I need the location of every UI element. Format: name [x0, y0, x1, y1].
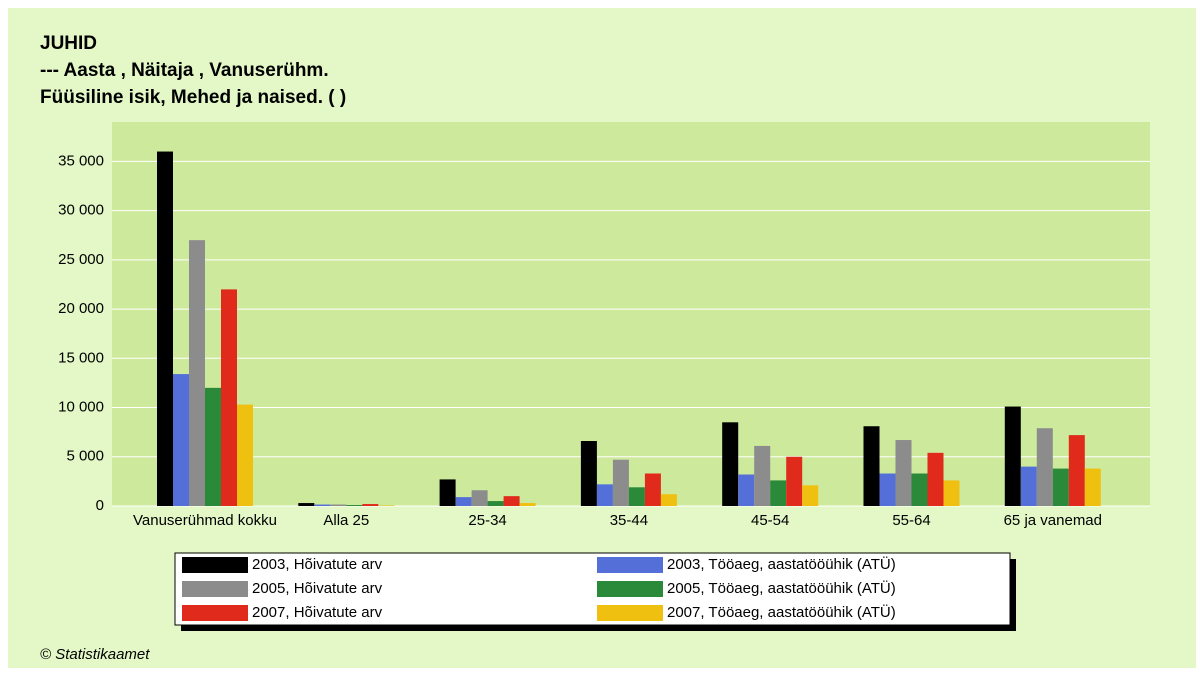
- bar: [895, 440, 912, 506]
- bar: [157, 151, 173, 507]
- x-tick-label: 55-64: [892, 512, 930, 529]
- x-tick-label: 25-34: [468, 512, 506, 529]
- bar: [237, 404, 253, 506]
- bar: [580, 441, 597, 506]
- y-tick-label: 15 000: [58, 349, 104, 366]
- bar: [1004, 406, 1021, 506]
- bar: [503, 496, 520, 506]
- bar: [786, 456, 803, 506]
- bar: [455, 497, 472, 506]
- bar: [221, 289, 237, 506]
- bar: [802, 485, 819, 506]
- bar: [1020, 466, 1037, 506]
- bar: [439, 479, 456, 506]
- bar: [911, 473, 928, 506]
- legend-swatch: [182, 557, 248, 573]
- bar: [314, 504, 331, 506]
- bar: [738, 474, 755, 506]
- legend-label: 2003, Hõivatute arv: [252, 556, 383, 573]
- bar: [471, 490, 488, 506]
- x-tick-label: 65 ja vanemad: [1004, 512, 1102, 529]
- legend-label: 2005, Tööaeg, aastatööühik (ATÜ): [667, 579, 896, 597]
- y-tick-label: 20 000: [58, 300, 104, 317]
- plot-area: [112, 122, 1150, 506]
- legend-label: 2003, Tööaeg, aastatööühik (ATÜ): [667, 555, 896, 573]
- bar: [298, 503, 315, 506]
- legend-swatch: [597, 581, 663, 597]
- bar: [1068, 435, 1085, 506]
- bar: [612, 459, 629, 506]
- bar: [330, 504, 347, 506]
- bar: [863, 426, 880, 506]
- bar: [1052, 468, 1069, 506]
- bar: [628, 487, 645, 506]
- bar: [205, 387, 221, 506]
- bar: [879, 473, 896, 506]
- legend-label: 2005, Hõivatute arv: [252, 580, 383, 597]
- legend-swatch: [597, 605, 663, 621]
- chart-subtitle: --- Aasta , Näitaja , Vanuserühm.: [40, 60, 329, 81]
- bar: [362, 504, 379, 506]
- bar: [1084, 468, 1101, 506]
- bar: [596, 484, 613, 506]
- x-tick-label: 35-44: [610, 512, 648, 529]
- bar: [189, 240, 205, 506]
- legend-swatch: [597, 557, 663, 573]
- chart-title: JUHID: [40, 33, 97, 54]
- bar: [346, 505, 363, 506]
- x-tick-label: 45-54: [751, 512, 789, 529]
- legend-label: 2007, Tööaeg, aastatööühik (ATÜ): [667, 603, 896, 621]
- legend-swatch: [182, 605, 248, 621]
- legend-swatch: [182, 581, 248, 597]
- bar: [173, 374, 189, 506]
- bar: [927, 452, 944, 506]
- y-tick-label: 35 000: [58, 152, 104, 169]
- chart-subtitle: Füüsiline isik, Mehed ja naised. ( ): [40, 87, 346, 108]
- source: © Statistikaamet: [40, 646, 150, 663]
- x-tick-label: Vanuserühmad kokku: [133, 512, 277, 529]
- legend-label: 2007, Hõivatute arv: [252, 604, 383, 621]
- x-tick-label: Alla 25: [323, 512, 369, 529]
- bar: [487, 501, 504, 506]
- bar: [722, 422, 739, 506]
- bar: [519, 503, 536, 506]
- y-tick-label: 10 000: [58, 399, 104, 416]
- bar: [1036, 428, 1053, 506]
- y-tick-label: 0: [96, 497, 104, 514]
- y-tick-label: 5 000: [66, 448, 104, 465]
- bar: [660, 494, 677, 506]
- bar: [644, 473, 661, 506]
- bar: [754, 445, 771, 506]
- bar: [770, 480, 787, 506]
- y-tick-label: 30 000: [58, 202, 104, 219]
- legend: [174, 552, 1011, 626]
- bar: [943, 480, 960, 506]
- y-tick-label: 25 000: [58, 251, 104, 268]
